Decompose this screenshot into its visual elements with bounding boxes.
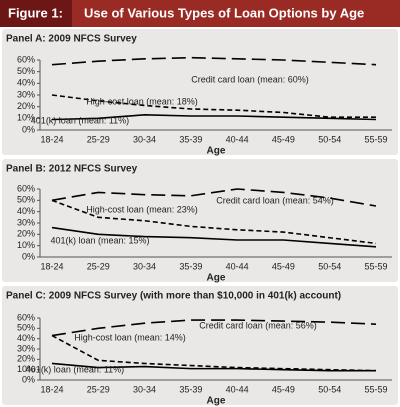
- x-tick-label: 30-34: [133, 384, 156, 394]
- series-line: [51, 334, 377, 372]
- x-tick-label: 45-49: [272, 261, 295, 271]
- x-tick-label: 40-44: [226, 261, 249, 271]
- y-tick-label: 10%: [17, 364, 35, 374]
- y-tick-label: 0%: [22, 124, 35, 134]
- x-tick-label: 45-49: [272, 384, 295, 394]
- series-label: 401(k) loan (mean: 11%): [31, 115, 129, 125]
- y-tick-label: 30%: [17, 343, 35, 353]
- series-line: [51, 319, 377, 337]
- y-tick-label: 40%: [17, 78, 35, 88]
- title-bar: [72, 0, 400, 27]
- x-tick-label: 18-24: [40, 134, 63, 144]
- x-tick-label: 55-59: [364, 134, 387, 144]
- panel-title: Panel A: 2009 NFCS Survey: [6, 34, 137, 45]
- x-axis-label: Age: [207, 396, 226, 407]
- y-tick-label: 0%: [22, 251, 35, 261]
- y-tick-label: 30%: [17, 89, 35, 99]
- y-tick-label: 50%: [17, 66, 35, 76]
- x-tick-label: 30-34: [133, 134, 156, 144]
- panel-background: [2, 286, 398, 405]
- series-line: [51, 199, 377, 245]
- x-tick-label: 18-24: [40, 261, 63, 271]
- x-tick-label: 55-59: [364, 384, 387, 394]
- x-tick-label: 45-49: [272, 134, 295, 144]
- y-tick-label: 40%: [17, 333, 35, 343]
- x-tick-label: 25-29: [87, 261, 110, 271]
- y-tick-label: 20%: [17, 101, 35, 111]
- x-tick-label: 55-59: [364, 261, 387, 271]
- series-label: High-cost loan (mean: 18%): [86, 96, 198, 106]
- series-label: 401(k) loan (mean: 11%): [26, 364, 124, 374]
- y-tick-label: 60%: [17, 312, 35, 322]
- y-tick-label: 10%: [17, 113, 35, 123]
- x-tick-label: 35-39: [179, 384, 202, 394]
- figure-label-box: [0, 0, 72, 27]
- figure-title: Use of Various Types of Loan Options by …: [84, 5, 364, 20]
- series-line: [51, 226, 377, 248]
- x-tick-label: 35-39: [179, 261, 202, 271]
- x-tick-label: 50-54: [318, 261, 341, 271]
- x-tick-label: 18-24: [40, 384, 63, 394]
- series-label: High-cost loan (mean: 14%): [74, 332, 186, 342]
- x-axis-label: Age: [207, 273, 226, 284]
- y-tick-label: 40%: [17, 206, 35, 216]
- y-tick-label: 60%: [17, 54, 35, 64]
- x-tick-label: 25-29: [87, 134, 110, 144]
- series-line: [51, 94, 376, 118]
- y-tick-label: 20%: [17, 229, 35, 239]
- y-tick-label: 0%: [22, 374, 35, 384]
- series-label: 401(k) loan (mean: 15%): [50, 235, 149, 245]
- series-label: Credit card loan (mean: 56%): [199, 320, 317, 330]
- series-label: Credit card loan (mean: 60%): [191, 74, 309, 84]
- y-tick-label: 10%: [17, 240, 35, 250]
- panel-title: Panel B: 2012 NFCS Survey: [6, 164, 138, 175]
- series-label: High-cost loan (mean: 23%): [86, 204, 198, 214]
- x-tick-label: 25-29: [87, 384, 110, 394]
- series-line: [51, 56, 377, 66]
- x-tick-label: 50-54: [318, 384, 341, 394]
- x-tick-label: 40-44: [226, 134, 249, 144]
- series-line: [51, 188, 377, 207]
- x-tick-label: 40-44: [226, 384, 249, 394]
- y-tick-label: 50%: [17, 323, 35, 333]
- panel-title: Panel C: 2009 NFCS Survey (with more tha…: [6, 291, 341, 302]
- series-label: Credit card loan (mean: 54%): [216, 195, 334, 205]
- y-tick-label: 60%: [17, 183, 35, 193]
- series-line: [51, 362, 376, 372]
- series-line: [51, 114, 377, 121]
- y-tick-label: 30%: [17, 217, 35, 227]
- panel-background: [2, 159, 398, 282]
- x-tick-label: 30-34: [133, 261, 156, 271]
- x-axis-label: Age: [207, 146, 226, 157]
- figure-label: Figure 1:: [8, 5, 63, 20]
- x-tick-label: 50-54: [318, 134, 341, 144]
- y-tick-label: 20%: [17, 354, 35, 364]
- y-tick-label: 50%: [17, 195, 35, 205]
- x-tick-label: 35-39: [179, 134, 202, 144]
